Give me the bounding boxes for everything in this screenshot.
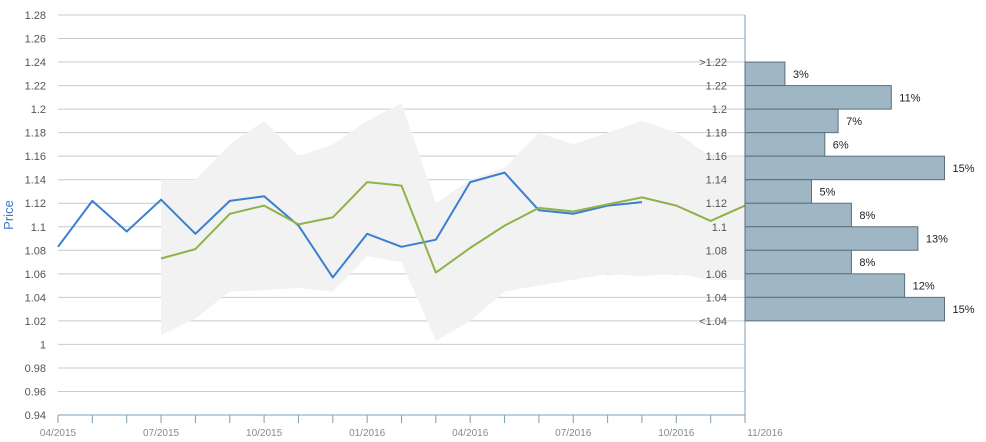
histogram-bin-label: 1.04 [706,292,727,304]
histogram-percent-label: 3% [793,69,809,81]
histogram-percent-label: 13% [926,234,948,246]
y-tick-label: 1.16 [25,151,46,163]
histogram-bin-label: 1.08 [706,245,727,257]
histogram-percent-label: 6% [833,139,849,151]
y-tick-label: 1.18 [25,128,46,140]
x-tick-label: 01/2016 [349,428,386,439]
histogram-bin-label: 1.1 [712,222,727,234]
histogram-bar [744,249,852,275]
histogram-bin-label: 1.2 [712,104,727,116]
y-tick-label: 1.14 [25,175,46,187]
histogram-bin-label: 1.16 [706,151,727,163]
histogram-bin-label: <1.04 [699,316,727,328]
y-tick-label: 1.2 [31,104,46,116]
histogram-percent-label: 7% [846,116,862,128]
x-tick-label: 04/2015 [40,428,77,439]
x-tick-label: 10/2016 [658,428,695,439]
histogram-bar [744,296,945,322]
y-tick-label: 1.26 [25,34,46,46]
x-tick-label: 04/2016 [452,428,489,439]
histogram-bar [744,132,826,157]
tick-labels: 0.94 0.96 0.98 1 1.02 1.04 1.06 1.08 1.1 1.12 1.14… [25,10,784,439]
histogram-bar [744,61,786,87]
y-tick-label: 1.22 [25,81,46,93]
histogram-percent-label: 8% [859,210,875,222]
y-tick-label: 1.02 [25,316,46,328]
histogram-percent-label: 11% [899,92,920,104]
y-tick-label: 1.04 [25,292,46,304]
y-tick-label: 1.12 [25,198,46,210]
histogram-bin-label: 1.14 [706,175,727,187]
forecast-range-band [161,103,746,341]
histogram-percent-label: 15% [953,163,975,175]
histogram-bin-label: 1.22 [706,81,727,93]
x-tick-label: 07/2016 [555,428,592,439]
histogram-bin-label: 1.18 [706,128,727,140]
y-tick-label: 1.08 [25,245,46,257]
histogram-bar [744,155,945,181]
x-tick-label: 07/2015 [143,428,180,439]
histogram-bin-label: 1.06 [706,269,727,281]
histogram-percent-label: 5% [820,186,836,198]
histogram-percent-label: 12% [913,281,935,293]
histogram-bar [744,226,919,251]
histogram-bar [744,179,812,204]
histogram-bar [744,85,892,110]
x-tick-label: 11/2016 [747,428,783,439]
y-tick-label: 1.24 [25,57,46,69]
actual-series-line [57,171,643,279]
y-tick-label: 0.96 [25,386,46,398]
y-tick-label: 0.94 [25,410,46,422]
range-band-area [161,103,746,341]
histogram-bin-label: >1.22 [699,57,727,69]
histogram-bar [744,202,852,228]
histogram-percent-label: 15% [953,304,975,316]
y-tick-label: 1.1 [31,222,46,234]
y-tick-label: 0.98 [25,363,46,375]
distribution-histogram: 3% 11% 7% 6% 15% 5% 8% 13% 8% 12% 15% >1.22 1.22 1.2 1… [699,57,975,328]
y-axis-label: Price [1,200,16,230]
histogram-bar [744,273,906,298]
series-lines [57,171,746,279]
y-tick-label: 1.06 [25,269,46,281]
histogram-bin-label: 1.12 [706,198,727,210]
y-tick-label: 1.28 [25,10,46,22]
y-tick-label: 1 [40,339,46,351]
histogram-bar [744,108,839,134]
forecast-series-line [160,181,746,274]
x-tick-label: 10/2015 [246,428,283,439]
histogram-percent-label: 8% [859,257,875,269]
